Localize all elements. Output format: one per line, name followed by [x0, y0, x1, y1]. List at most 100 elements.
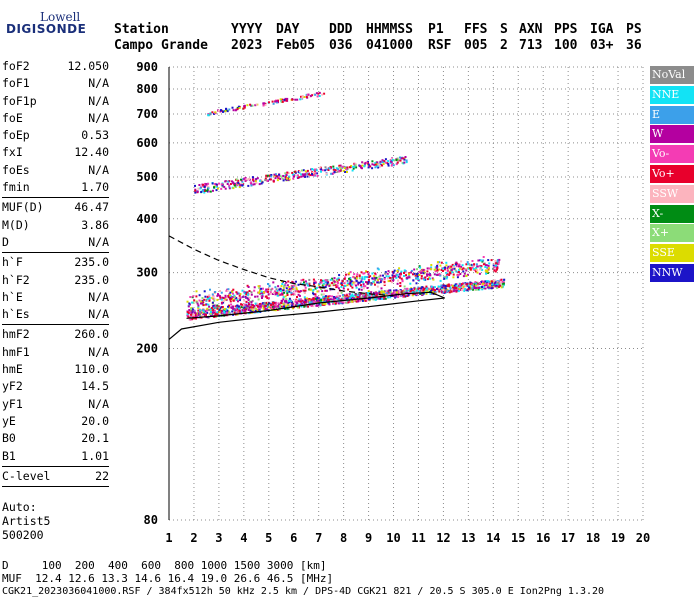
echo-point — [318, 167, 321, 170]
echo-point — [240, 310, 243, 313]
echo-point — [368, 291, 371, 294]
echo-point — [227, 305, 229, 308]
echo-point — [198, 184, 201, 186]
echo-point — [299, 290, 302, 293]
echo-point — [383, 293, 386, 296]
echo-point — [281, 98, 284, 101]
echo-point — [331, 295, 334, 298]
echo-point — [214, 111, 217, 114]
echo-point — [251, 299, 254, 302]
echo-point — [502, 281, 505, 284]
echo-point — [220, 311, 223, 314]
echo-point — [311, 290, 314, 293]
echo-point — [211, 293, 214, 296]
parameter-separator — [2, 324, 109, 326]
echo-point — [218, 295, 221, 297]
echo-point — [201, 310, 204, 313]
echo-point — [203, 298, 206, 301]
echo-point — [191, 318, 193, 321]
echo-point — [215, 189, 218, 192]
echo-point — [503, 278, 506, 281]
echo-point — [270, 288, 273, 291]
parameter-value: N/A — [88, 289, 109, 304]
echo-point — [237, 179, 240, 182]
echo-point — [212, 189, 214, 192]
echo-point — [386, 277, 389, 280]
echo-point — [227, 288, 230, 291]
echo-point — [221, 310, 224, 313]
echo-point — [390, 293, 393, 296]
echo-point — [345, 168, 348, 171]
echo-point — [475, 263, 478, 266]
parameter-value: 22 — [95, 468, 109, 483]
echo-point — [327, 169, 330, 171]
echo-point — [311, 174, 314, 177]
echo-point — [336, 170, 339, 173]
echo-point — [473, 287, 476, 289]
echo-point — [192, 309, 195, 312]
echo-point — [474, 284, 477, 287]
echo-point — [198, 315, 201, 318]
echo-point — [497, 262, 500, 265]
echo-point — [434, 267, 437, 270]
echo-point — [477, 282, 479, 285]
echo-point — [282, 302, 285, 305]
echo-point — [395, 163, 398, 166]
echo-point — [351, 293, 354, 296]
echo-point — [482, 259, 485, 262]
echo-point — [264, 103, 267, 106]
echo-point — [373, 292, 376, 295]
echo-point — [333, 170, 336, 173]
y-tick-label: 300 — [136, 266, 158, 280]
echo-point — [384, 271, 387, 274]
echo-point — [348, 277, 350, 280]
echo-point — [325, 298, 328, 301]
echo-point — [420, 287, 422, 290]
echo-point — [221, 185, 224, 188]
echo-point — [352, 167, 355, 170]
echo-point — [211, 311, 214, 314]
echo-point — [336, 278, 339, 281]
echo-point — [403, 161, 406, 164]
echo-point — [265, 302, 267, 304]
echo-point — [324, 286, 327, 288]
echo-point — [451, 263, 454, 266]
echo-point — [311, 173, 313, 175]
echo-point — [413, 268, 416, 271]
echo-point — [274, 177, 277, 180]
header-col-value: 36 — [626, 38, 642, 53]
echo-point — [223, 307, 226, 310]
echo-point — [210, 311, 212, 313]
echo-point — [249, 181, 252, 184]
echo-point — [296, 302, 299, 305]
echo-point — [282, 296, 285, 299]
echo-point — [241, 303, 244, 306]
echo-point — [371, 163, 374, 166]
echo-point — [349, 282, 352, 284]
echo-point — [477, 284, 480, 287]
echo-point — [273, 301, 276, 304]
echo-point — [288, 301, 291, 304]
echo-point — [432, 278, 435, 281]
echo-point — [375, 296, 378, 299]
echo-point — [278, 290, 281, 293]
echo-point — [462, 285, 465, 288]
echo-point — [372, 294, 375, 297]
echo-point — [444, 275, 447, 278]
echo-point — [303, 303, 306, 306]
echo-point — [254, 307, 257, 310]
echo-point — [381, 297, 384, 300]
echo-point — [268, 297, 270, 300]
echo-point — [253, 305, 256, 308]
echo-point — [368, 276, 370, 279]
parameter-name: h`Es — [2, 307, 30, 322]
echo-point — [438, 290, 441, 293]
parameter-value: 12.40 — [74, 145, 109, 160]
echo-point — [443, 266, 446, 269]
echo-point — [329, 166, 332, 169]
echo-point — [292, 281, 295, 284]
echo-point — [469, 285, 472, 288]
echo-point — [433, 268, 436, 271]
echo-point — [233, 184, 236, 187]
echo-point — [221, 184, 224, 187]
